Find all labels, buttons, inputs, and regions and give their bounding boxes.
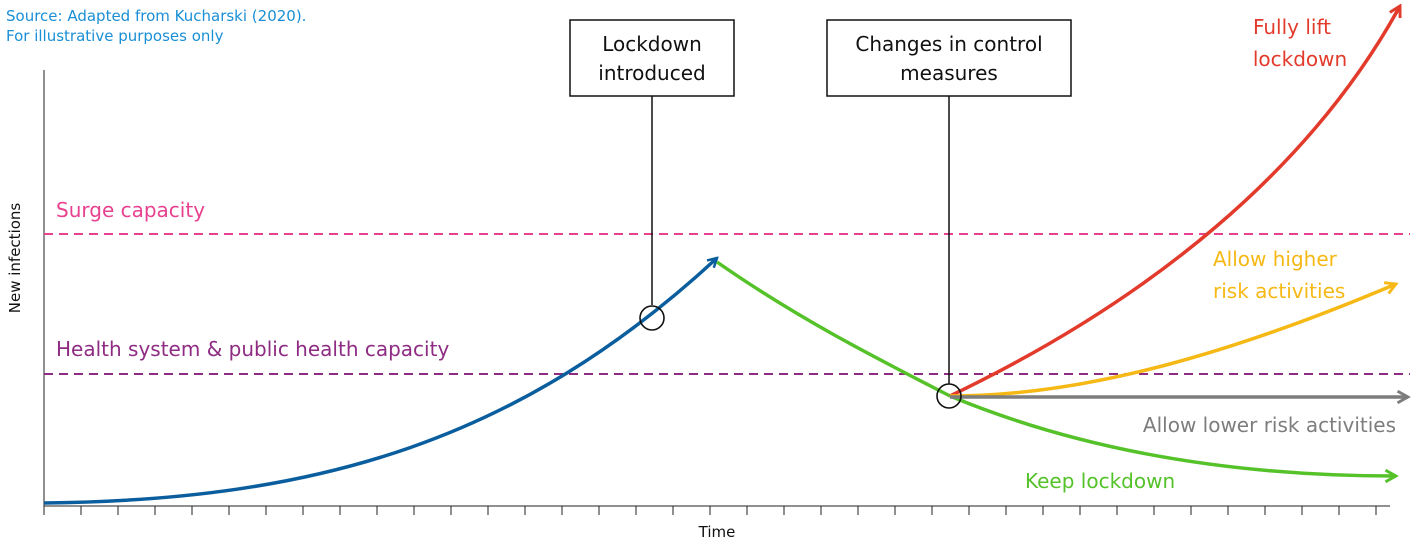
lockdown-box-line-2: introduced (598, 61, 705, 85)
higher-risk-label-1: Allow higher (1213, 247, 1338, 271)
x-axis-label: Time (698, 523, 736, 541)
lockdown-box (569, 19, 735, 97)
fully-lift-label-2: lockdown (1253, 47, 1347, 71)
changes-box (826, 19, 1072, 97)
fully-lift-curve (949, 6, 1402, 398)
lockdown-box-line-1: Lockdown (602, 32, 702, 56)
changes-box-line-2: measures (900, 61, 998, 85)
rising-infections-curve (43, 258, 717, 505)
source-note: Source: Adapted from Kucharski (2020). F… (6, 6, 306, 46)
fully-lift-label-1: Fully lift (1253, 15, 1331, 39)
lockdown-marker (639, 305, 665, 331)
source-line-2: For illustrative purposes only (6, 27, 224, 45)
y-axis-label: New infections (6, 203, 24, 314)
health-capacity-label: Health system & public health capacity (56, 337, 449, 361)
declining-lockdown-curve (715, 260, 951, 398)
changes-marker (936, 383, 962, 409)
keep-lockdown-label: Keep lockdown (1025, 469, 1175, 493)
surge-capacity-label: Surge capacity (56, 198, 205, 222)
changes-box-line-1: Changes in control (855, 32, 1042, 56)
source-line-1: Source: Adapted from Kucharski (2020). (6, 7, 307, 25)
lower-risk-label: Allow lower risk activities (1143, 413, 1396, 437)
keep-lockdown-curve (949, 394, 1396, 476)
x-axis-ticks (43, 506, 1377, 515)
higher-risk-label-2: risk activities (1213, 279, 1345, 303)
higher-risk-curve (949, 284, 1396, 398)
